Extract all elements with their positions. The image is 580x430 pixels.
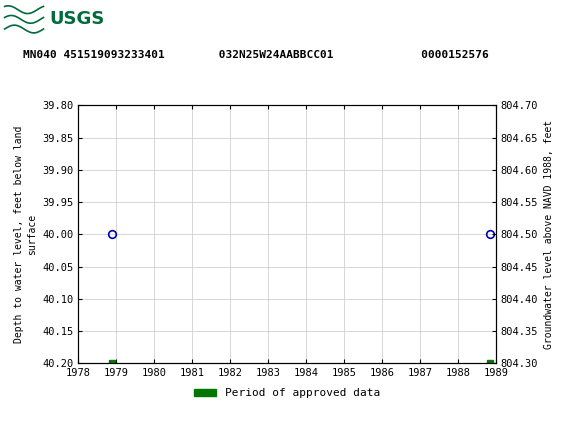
Y-axis label: Groundwater level above NAVD 1988, feet: Groundwater level above NAVD 1988, feet (544, 120, 554, 349)
Text: MN040 451519093233401        032N25W24AABBCC01             0000152576: MN040 451519093233401 032N25W24AABBCC01 … (23, 50, 489, 60)
Y-axis label: Depth to water level, feet below land
surface: Depth to water level, feet below land su… (14, 126, 37, 343)
Text: USGS: USGS (49, 10, 104, 28)
FancyBboxPatch shape (3, 3, 78, 36)
Legend: Period of approved data: Period of approved data (190, 384, 385, 403)
